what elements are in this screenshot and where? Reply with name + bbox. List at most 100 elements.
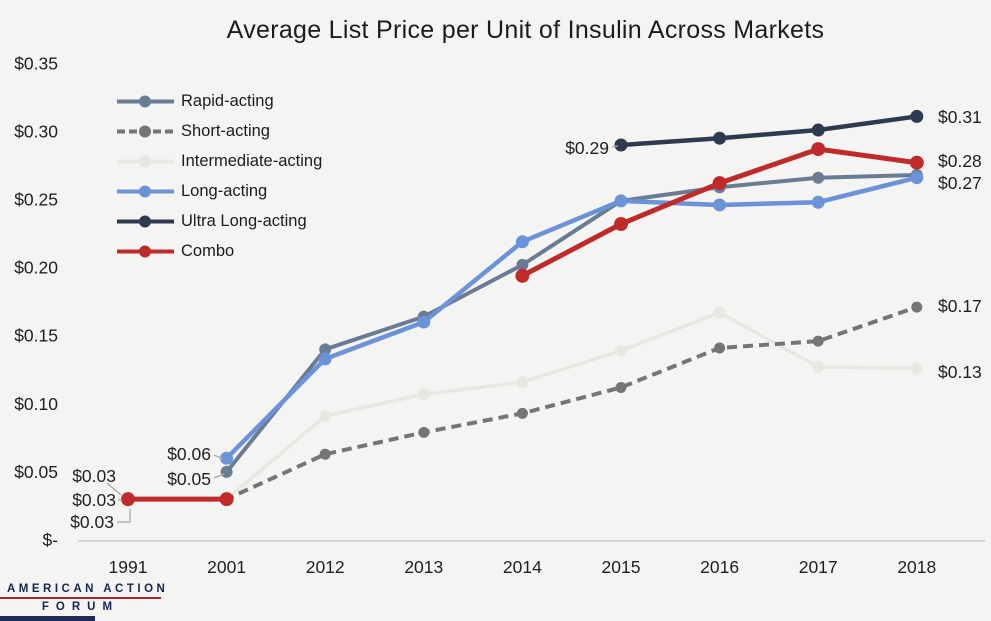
series-marker-combo (811, 142, 826, 157)
series-marker-ultra-long-acting (614, 138, 628, 152)
series-marker-short-acting (714, 342, 726, 354)
y-tick-label: $0.35 (14, 53, 58, 73)
data-label-annotation: $0.29 (565, 138, 609, 158)
data-label-annotation: $0.13 (938, 362, 982, 382)
series-marker-long-acting (614, 194, 628, 208)
legend-label: Ultra Long-acting (181, 211, 307, 230)
series-marker-short-acting (516, 407, 528, 419)
legend-swatch-icon (117, 185, 174, 197)
legend-swatch-icon (117, 95, 174, 107)
legend-label: Intermediate-acting (181, 151, 323, 170)
x-tick-label: 1991 (109, 557, 148, 577)
data-label-annotation: $0.17 (938, 296, 982, 316)
series-marker-intermediate-acting (713, 306, 726, 319)
data-label-annotation: $0.03 (70, 512, 114, 532)
y-tick-label: $0.25 (14, 190, 58, 210)
series-marker-combo (219, 492, 234, 507)
legend-label: Long-acting (181, 181, 268, 200)
data-label-annotation: $0.31 (938, 107, 982, 127)
legend-swatch-icon (117, 215, 174, 227)
annotation-leader-line (106, 482, 122, 496)
data-label-annotation: $0.06 (167, 444, 211, 464)
series-marker-ultra-long-acting (910, 109, 924, 123)
legend-item-long-acting: Long-acting (117, 176, 322, 206)
series-marker-combo (515, 268, 530, 283)
data-label-annotation: $0.27 (938, 173, 982, 193)
series-marker-intermediate-acting (812, 361, 825, 374)
legend-label: Short-acting (181, 121, 270, 140)
logo-navy-bar (0, 616, 95, 621)
x-tick-label: 2014 (503, 557, 542, 577)
series-marker-intermediate-acting (516, 376, 529, 389)
data-label-annotation: $0.28 (938, 151, 982, 171)
y-tick-label: $0.05 (14, 462, 58, 482)
logo-red-rule (0, 597, 161, 599)
series-marker-combo (909, 155, 924, 170)
series-marker-short-acting (615, 381, 627, 393)
series-marker-long-acting (515, 235, 529, 249)
chart-title: Average List Price per Unit of Insulin A… (226, 16, 825, 44)
series-marker-long-acting (811, 195, 825, 209)
legend-label: Combo (181, 241, 235, 260)
legend-swatch-icon (117, 245, 174, 257)
series-line-rapid-acting (225, 172, 917, 474)
y-tick-label: $- (42, 530, 58, 550)
series-marker-short-acting (812, 335, 824, 347)
legend-label: Rapid-acting (181, 91, 274, 110)
series-marker-rapid-acting (812, 171, 825, 184)
series-line-short-acting (128, 305, 918, 502)
series-marker-short-acting (418, 426, 430, 438)
x-tick-label: 2001 (207, 557, 246, 577)
x-tick-label: 2015 (602, 557, 641, 577)
series-marker-intermediate-acting (910, 362, 923, 375)
annotation-leader-line (213, 454, 224, 460)
x-tick-label: 2012 (306, 557, 345, 577)
legend-item-intermediate-acting: Intermediate-acting (117, 146, 322, 176)
series-marker-long-acting (713, 198, 727, 212)
series-marker-rapid-acting (220, 465, 233, 478)
y-tick-label: $0.15 (14, 326, 58, 346)
series-line-ultra-long-acting (620, 114, 918, 148)
series-marker-combo (614, 217, 628, 232)
series-marker-intermediate-acting (319, 410, 332, 423)
annotation-leader-line (213, 473, 225, 479)
series-marker-combo (121, 492, 135, 507)
x-tick-label: 2017 (799, 557, 838, 577)
series-line-combo (521, 146, 918, 278)
series-marker-long-acting (318, 352, 332, 366)
annotation-leader-line (117, 509, 131, 523)
legend-item-combo: Combo (117, 236, 322, 266)
legend-swatch-icon (117, 125, 174, 137)
x-tick-label: 2013 (404, 557, 443, 577)
legend-swatch-icon (117, 155, 174, 167)
x-tick-label: 2018 (897, 557, 936, 577)
legend-item-rapid-acting: Rapid-acting (117, 86, 322, 116)
data-label-annotation: $0.05 (167, 469, 211, 489)
series-marker-short-acting (911, 301, 923, 313)
y-tick-label: $0.20 (14, 258, 58, 278)
series-line-long-acting (225, 175, 918, 460)
legend-item-short-acting: Short-acting (117, 116, 322, 146)
series-marker-short-acting (319, 448, 331, 460)
american-action-forum-logo: AMERICAN ACTION FORUM (0, 580, 170, 621)
logo-text-top: AMERICAN ACTION (7, 583, 169, 595)
data-label-annotation: $0.03 (72, 490, 116, 510)
series-marker-intermediate-acting (417, 388, 430, 401)
y-tick-label: $0.10 (14, 394, 58, 414)
series-marker-long-acting (910, 171, 924, 185)
chart-legend: Rapid-acting Short-acting Intermediate-act… (117, 86, 322, 266)
logo-text-bottom: FORUM (41, 601, 120, 613)
data-label-annotation: $0.03 (72, 466, 116, 486)
series-marker-intermediate-acting (615, 344, 627, 357)
legend-item-ultra-long-acting: Ultra Long-acting (117, 206, 322, 236)
series-marker-ultra-long-acting (713, 131, 727, 145)
series-marker-rapid-acting (319, 343, 332, 356)
series-marker-rapid-acting (516, 258, 529, 271)
annotation-leader-line (611, 145, 619, 148)
series-marker-ultra-long-acting (811, 123, 825, 137)
series-marker-long-acting (220, 451, 234, 465)
series-marker-long-acting (417, 315, 431, 329)
series-marker-combo (712, 176, 727, 191)
